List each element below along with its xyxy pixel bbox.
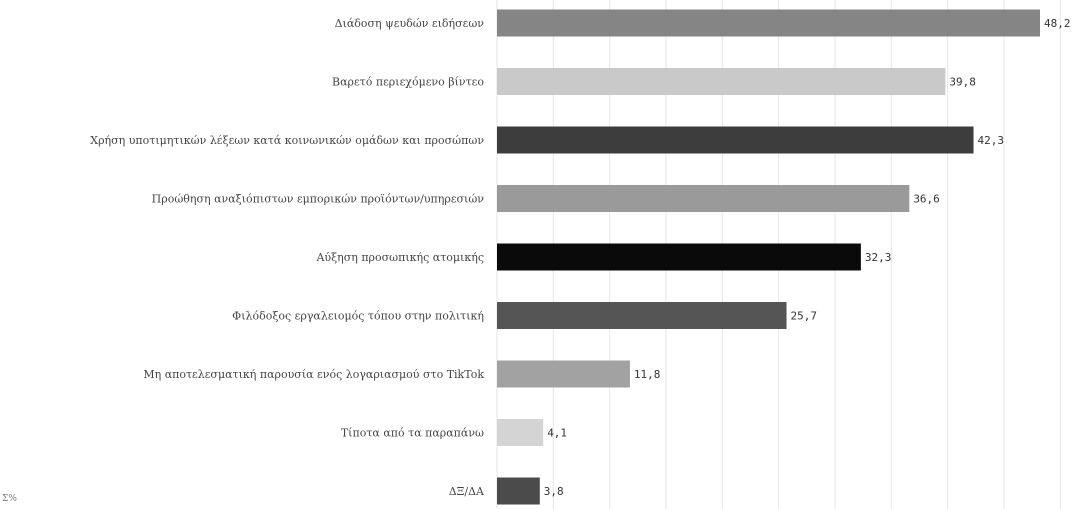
value-label: 4,1 bbox=[547, 427, 567, 440]
category-label: Μη αποτελεσματική παρουσία ενός λογαριασ… bbox=[143, 368, 484, 381]
value-label: 3,8 bbox=[544, 485, 564, 498]
bar bbox=[497, 9, 1040, 37]
value-label: 32,3 bbox=[865, 251, 892, 264]
bar bbox=[497, 126, 974, 154]
value-label: 42,3 bbox=[978, 134, 1005, 147]
category-labels: Διάδοση ψευδών ειδήσεων Βαρετό περιεχόμεν… bbox=[90, 17, 485, 498]
value-label: 11,8 bbox=[634, 368, 661, 381]
value-label: 36,6 bbox=[913, 193, 940, 206]
bar bbox=[497, 302, 787, 329]
category-label: Χρήση υποτιμητικών λέξεων κατά κοινωνικώ… bbox=[90, 134, 484, 147]
bar bbox=[497, 360, 630, 388]
bar bbox=[497, 419, 544, 446]
value-labels: 48,2 39,8 42,3 36,6 32,3 25,7 11,8 4,1 3,8 bbox=[544, 17, 1071, 498]
bar bbox=[497, 68, 946, 95]
category-label: ΔΞ/ΔΑ bbox=[449, 485, 485, 498]
category-label: Βαρετό περιεχόμενο βίντεο bbox=[332, 76, 484, 89]
category-label: Προώθηση αναξιόπιστων εμπορικών προϊόντω… bbox=[152, 193, 485, 206]
category-label: Αύξηση προσωπικής ατομικής bbox=[315, 251, 484, 264]
value-label: 48,2 bbox=[1044, 17, 1071, 30]
category-label: Διάδοση ψευδών ειδήσεων bbox=[335, 17, 485, 30]
bar bbox=[497, 185, 910, 212]
value-label: 25,7 bbox=[791, 310, 818, 323]
category-label: Τίποτα από τα παραπάνω bbox=[341, 427, 484, 440]
value-label: 39,8 bbox=[949, 76, 976, 89]
corner-note: Σ% bbox=[2, 494, 17, 504]
category-label: Φιλόδοξος εργαλειομός τόπου στην πολιτικ… bbox=[232, 310, 484, 323]
bar bbox=[497, 243, 861, 271]
bar bbox=[497, 477, 540, 505]
bars bbox=[497, 9, 1040, 505]
